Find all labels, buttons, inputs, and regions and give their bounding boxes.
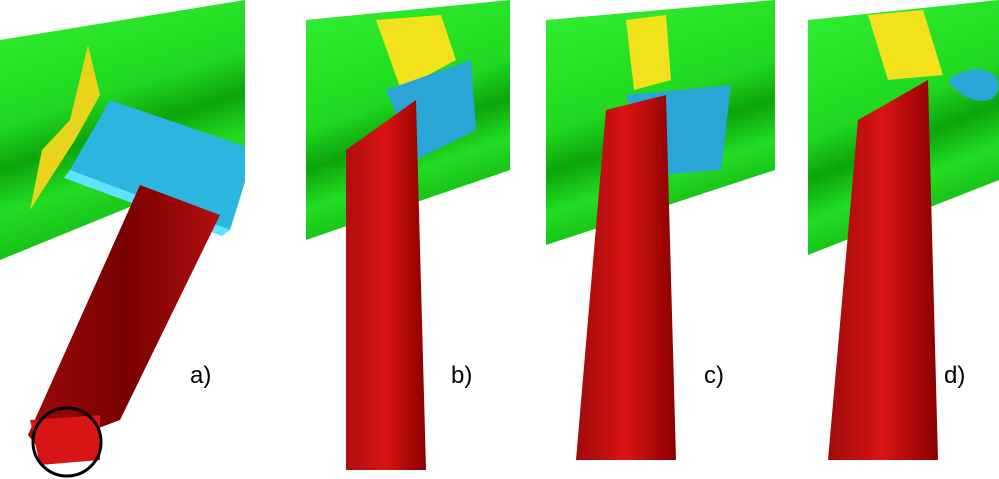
yellow-flap: [376, 15, 456, 90]
panel-c: c): [546, 0, 775, 479]
blue-bracket-curl: [948, 69, 999, 101]
blue-bracket: [70, 100, 245, 230]
red-beam: [576, 95, 676, 460]
red-beam: [28, 185, 220, 450]
red-beam-end: [30, 415, 100, 465]
yellow-flap: [626, 15, 671, 90]
panel-label-a: a): [190, 362, 212, 389]
panel-label-b: b): [451, 362, 473, 389]
panel-c-rendering: [546, 0, 775, 460]
panel-a: a): [0, 0, 245, 479]
yellow-flap: [868, 10, 943, 80]
red-beam: [346, 100, 426, 470]
yellow-flap: [30, 45, 100, 210]
highlight-circle: [31, 406, 103, 478]
panel-d: d): [808, 0, 999, 479]
panel-label-c: c): [704, 362, 724, 389]
panel-a-rendering: [0, 0, 245, 478]
panel-d-rendering: [808, 0, 999, 460]
panel-label-d: d): [944, 362, 966, 389]
red-beam: [828, 80, 938, 460]
panel-b-rendering: [306, 0, 510, 470]
panel-b: b): [306, 0, 510, 479]
